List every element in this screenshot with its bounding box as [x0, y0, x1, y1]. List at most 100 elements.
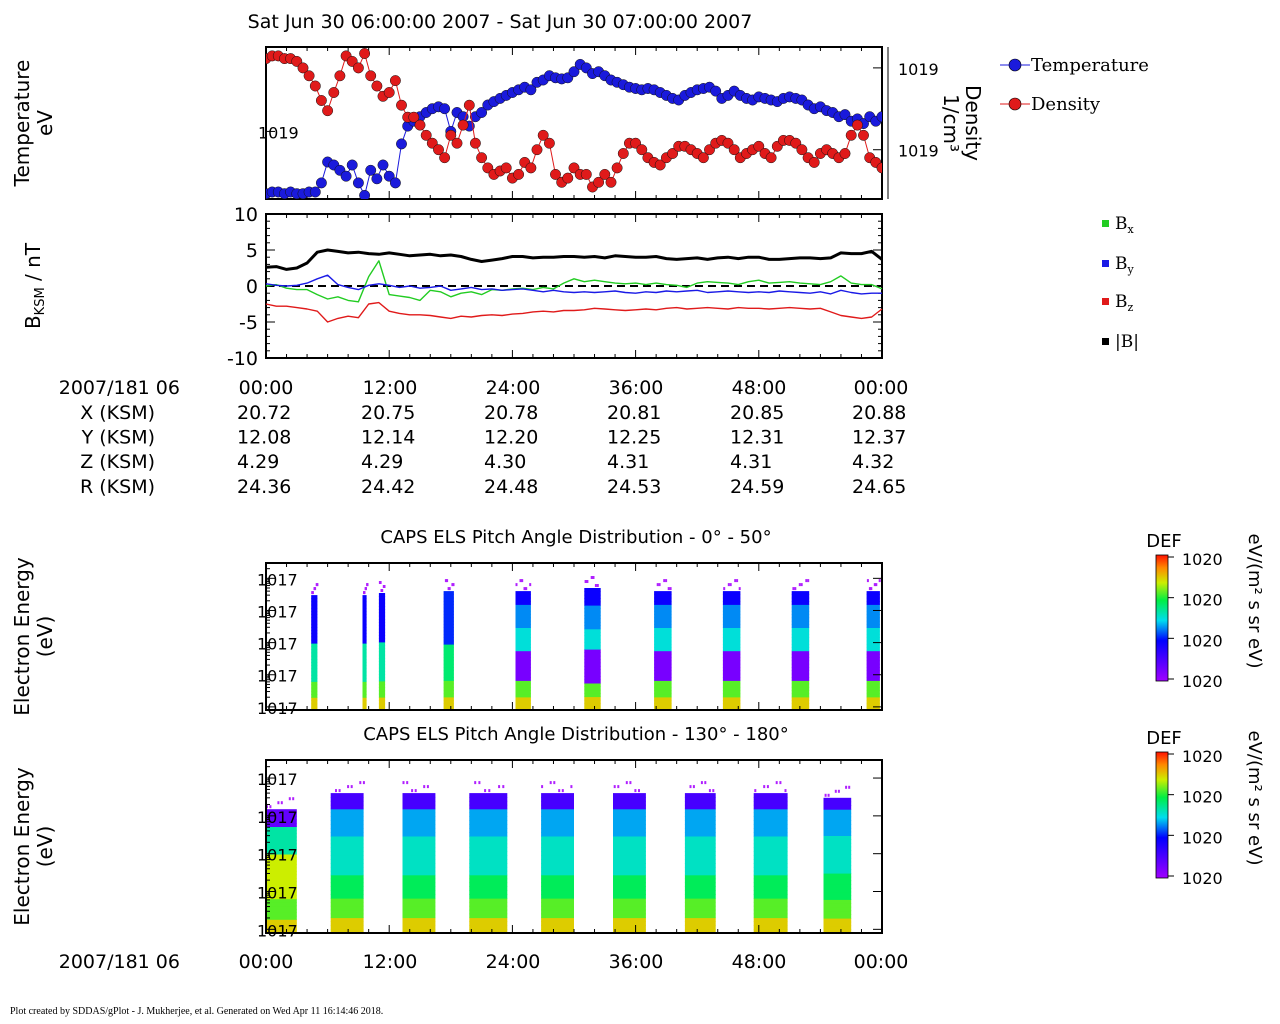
spectrogram-speckle — [592, 576, 595, 579]
density-point — [469, 137, 481, 149]
spectrogram-cell — [378, 684, 386, 688]
spectrogram-cell — [613, 832, 646, 837]
spectrogram-cell — [541, 882, 574, 887]
density-point — [500, 162, 512, 174]
spectrogram-cell — [791, 634, 810, 638]
spectrogram-speckle — [754, 789, 757, 793]
spectrogram-cell — [753, 905, 788, 911]
spectrogram-cell — [402, 793, 436, 798]
spectrogram-cell — [654, 607, 672, 612]
spectrogram-speckle — [414, 789, 417, 793]
spectrogram-cell — [311, 681, 318, 686]
spectrogram-cell — [584, 649, 601, 653]
spectrogram-cell — [515, 607, 531, 612]
spectrogram-cell — [311, 659, 318, 663]
density-point — [599, 168, 611, 180]
spectrogram-cell — [722, 663, 741, 668]
spectrogram-cell — [753, 793, 788, 798]
spectrogram-cell — [823, 884, 852, 889]
density-point — [611, 162, 623, 174]
spectrogram-cell — [378, 661, 386, 666]
spectrogram-cell — [684, 886, 716, 891]
spectrogram-cell — [722, 680, 741, 685]
density-point — [543, 137, 555, 149]
spectrogram-cell — [753, 820, 788, 825]
spectrogram-cell — [866, 604, 880, 609]
spectrogram-cell — [791, 594, 810, 599]
spectrogram-cell — [613, 797, 646, 802]
spectrogram-cell — [469, 859, 508, 864]
density-point — [322, 105, 334, 117]
spectrogram-cell — [362, 639, 367, 644]
spectrogram-speckle — [529, 583, 532, 587]
spectrogram-cell — [823, 827, 852, 833]
density-point — [315, 95, 327, 106]
spectrogram-cell — [722, 630, 741, 635]
spectrogram-cell — [402, 870, 436, 876]
spectrogram-cell — [753, 909, 788, 915]
spectrogram-speckle — [700, 781, 703, 785]
ephemeris-value: 4.31 — [730, 451, 772, 473]
spectrogram-cell — [402, 797, 436, 802]
spectrogram-cell — [378, 593, 386, 597]
spectrogram-cell — [753, 886, 788, 891]
spectrogram-speckle — [708, 789, 711, 793]
spectrogram-cell — [541, 812, 574, 817]
spectrogram-cell — [443, 677, 454, 681]
colorbar-units: eV/(m² s sr eV) — [1244, 731, 1265, 866]
spectrogram-speckle — [667, 587, 670, 591]
spectrogram-cell — [266, 833, 297, 838]
spectrogram-cell — [654, 703, 672, 708]
spectrogram-cell — [266, 922, 297, 927]
spectrogram-cell — [613, 843, 646, 849]
spectrogram-cell — [541, 824, 574, 829]
spectrogram-cell — [515, 601, 531, 605]
spectrogram-speckle — [502, 785, 505, 789]
spectrogram-cell — [791, 597, 810, 602]
temperature-point — [352, 177, 364, 189]
spectrogram-cell — [330, 839, 364, 845]
temperature-point — [876, 111, 882, 123]
spectrogram-cell — [722, 677, 741, 681]
pad-0-50-panel: CAPS ELS Pitch Angle Distribution - 0° -… — [10, 527, 1265, 718]
spectrogram-speckle — [729, 583, 732, 587]
spectrogram-cell — [402, 925, 436, 930]
spectrogram-cell — [311, 607, 318, 612]
spectrogram-cell — [613, 886, 646, 891]
spectrogram-cell — [684, 882, 716, 887]
spectrogram-speckle — [402, 781, 405, 785]
spectrogram-cell — [654, 591, 672, 595]
spectrogram-cell — [378, 641, 386, 646]
spectrogram-cell — [753, 929, 788, 934]
density-point — [457, 119, 469, 131]
spectrogram-cell — [684, 905, 716, 911]
spectrogram-cell — [443, 637, 454, 642]
svg-text:1019: 1019 — [258, 123, 299, 142]
spectrogram-cell — [469, 929, 508, 934]
spectrogram-cell — [613, 863, 646, 868]
spectrogram-speckle — [779, 781, 782, 785]
spectrogram-cell — [266, 888, 297, 893]
ephemeris-value: 24.59 — [730, 476, 784, 498]
spectrogram-cell — [722, 667, 741, 671]
spectrogram-cell — [823, 910, 852, 915]
spectrogram-cell — [654, 653, 672, 658]
spectrogram-cell — [866, 597, 880, 602]
ephemeris-row-label: Y (KSM) — [81, 427, 155, 449]
spectrogram-cell — [584, 625, 601, 630]
spectrogram-cell — [584, 605, 601, 609]
spectrogram-cell — [469, 921, 508, 926]
spectrogram-speckle — [478, 781, 481, 785]
spectrogram-cell — [684, 878, 716, 884]
spectrogram-title: CAPS ELS Pitch Angle Distribution - 130°… — [363, 724, 789, 745]
density-point — [525, 162, 537, 174]
spectrogram-cell — [311, 601, 318, 606]
spectrogram-cell — [378, 687, 386, 692]
temperature-axis-unit: eV — [33, 110, 57, 136]
spectrogram-cell — [613, 800, 646, 806]
spectrogram-cell — [515, 644, 531, 648]
spectrogram-cell — [443, 680, 454, 685]
spectrogram-cell — [684, 824, 716, 829]
spectrogram-cell — [541, 921, 574, 926]
spectrogram-cell — [443, 634, 454, 638]
